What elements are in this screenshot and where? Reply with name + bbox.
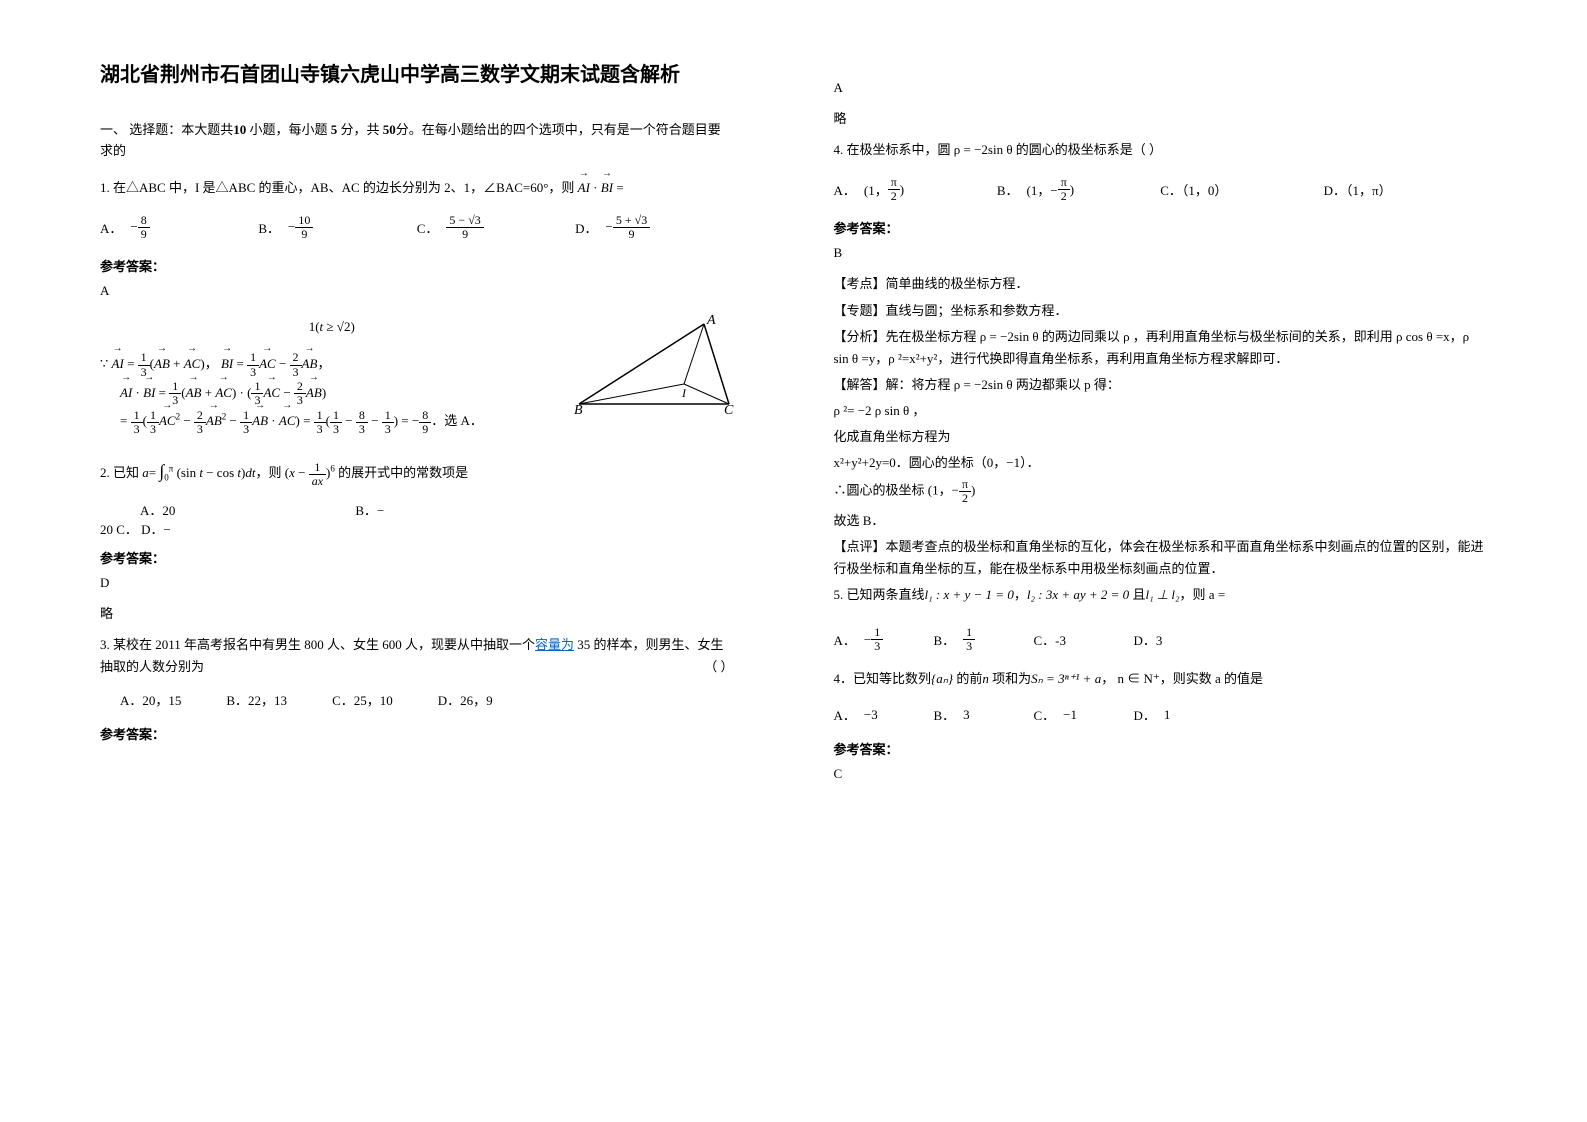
capacity-link[interactable]: 容量为 (535, 637, 574, 652)
q4-option-c: C．（1，0） (1160, 180, 1323, 199)
q6-option-d: D．1 (1134, 705, 1234, 724)
svg-text:I: I (681, 386, 687, 400)
q6-option-a: A．−3 (834, 705, 934, 724)
svg-text:A: A (706, 314, 716, 328)
document-title: 湖北省荆州市石首团山寺镇六虎山中学高三数学文期末试题含解析 (100, 60, 734, 90)
q4-answer-label: 参考答案： (834, 218, 1488, 237)
question-2: 2. 已知 a= ∫0π (sin t − cos t)dt，则 (x − 1a… (100, 456, 734, 488)
q3-brief: 略 (834, 108, 1488, 127)
q4-topic: 【专题】直线与圆；坐标系和参数方程． (834, 300, 1488, 322)
q5-option-a: A． −13 (834, 626, 934, 653)
svg-text:B: B (574, 403, 583, 414)
q4-option-b: B． (1，−π2) (997, 176, 1160, 203)
q5-options: A． −13 B． 13 C．-3 D．3 (834, 626, 1488, 653)
q1-answer-label: 参考答案： (100, 256, 734, 275)
q4-solve5: ∴圆心的极坐标 (1，−π2) (834, 478, 1488, 505)
q4-options: A． (1，π2) B． (1，−π2) C．（1，0） D．（1，π） (834, 176, 1488, 203)
q6-answer-label: 参考答案： (834, 739, 1488, 758)
left-column: 湖北省荆州市石首团山寺镇六虎山中学高三数学文期末试题含解析 一、 选择题：本大题… (0, 0, 794, 1122)
q4-comment: 【点评】本题考查点的极坐标和直角坐标的互化，体会在极坐标系和平面直角坐标系中刻画… (834, 536, 1488, 580)
q1-answer: A (100, 283, 734, 299)
q1-option-c: C． 5 − √39 (417, 214, 575, 241)
q6-options: A．−3 B．3 C．−1 D．1 (834, 705, 1488, 724)
q5-option-c: C．-3 (1034, 626, 1134, 653)
q6-option-c: C．−1 (1034, 705, 1134, 724)
q2-options-line2: 20 C． D．− (100, 519, 734, 538)
q4-analysis: 【分析】先在极坐标方程 ρ = −2sin θ 的两边同乘以 ρ ，再利用直角坐… (834, 326, 1488, 370)
question-4: 4. 在极坐标系中，圆 ρ = −2sin θ 的圆心的极坐标系是（ ） (834, 139, 1488, 161)
question-6: 4．已知等比数列{aₙ} 的前n 项和为Sₙ = 3ⁿ⁺¹ + a， n ∈ N… (834, 668, 1488, 690)
right-column: A 略 4. 在极坐标系中，圆 ρ = −2sin θ 的圆心的极坐标系是（ ）… (794, 0, 1587, 1122)
q2-answer-label: 参考答案： (100, 548, 734, 567)
q3-answer: A (834, 80, 1488, 96)
q4-point: 【考点】简单曲线的极坐标方程． (834, 273, 1488, 295)
q6-answer: C (834, 766, 1488, 782)
q2-options: A．20B．− (140, 500, 734, 519)
q5-option-d: D．3 (1134, 626, 1234, 653)
q4-answer: B (834, 245, 1488, 261)
question-1: 1. 在△ABC 中，I 是△ABC 的重心，AB、AC 的边长分别为 2、1，… (100, 177, 734, 199)
q1-option-a: A． −89 (100, 214, 258, 241)
q1-option-b: B． −109 (258, 214, 416, 241)
svg-text:C: C (724, 403, 734, 414)
q4-option-a: A． (1，π2) (834, 176, 997, 203)
q4-option-d: D．（1，π） (1324, 180, 1487, 199)
q6-option-b: B．3 (934, 705, 1034, 724)
q2-brief: 略 (100, 603, 734, 622)
triangle-diagram: A B C I (574, 314, 734, 414)
q1-options: A． −89 B． −109 C． 5 − √39 D． −5 + √39 (100, 214, 734, 241)
q5-option-b: B． 13 (934, 626, 1034, 653)
q1-option-d: D． −5 + √39 (575, 214, 733, 241)
question-3: 3. 某校在 2011 年高考报名中有男生 800 人、女生 600 人，现要从… (100, 634, 734, 678)
q1-solution: A B C I 1(t ≥ √2) ∵ AI = 13(AB + AC)， BI… (100, 314, 734, 436)
q4-solve4: x²+y²+2y=0．圆心的坐标（0，−1）． (834, 452, 1488, 474)
q4-solve3: 化成直角坐标方程为 (834, 426, 1488, 448)
q3-answer-label: 参考答案： (100, 724, 734, 743)
q4-solve2: ρ ²= −2 ρ sin θ ， (834, 400, 1488, 422)
q2-answer: D (100, 575, 734, 591)
section-header: 一、 选择题：本大题共10 小题，每小题 5 分，共 50分。在每小题给出的四个… (100, 120, 734, 162)
q4-solve6: 故选 B． (834, 510, 1488, 532)
q4-solve1: 【解答】解：将方程 ρ = −2sin θ 两边都乘以 p 得： (834, 374, 1488, 396)
question-5: 5. 已知两条直线l₁ : x + y − 1 = 0，l₂ : 3x + ay… (834, 584, 1488, 606)
q3-options: A．20，15B．22，13C．25，10D．26，9 (120, 690, 734, 709)
